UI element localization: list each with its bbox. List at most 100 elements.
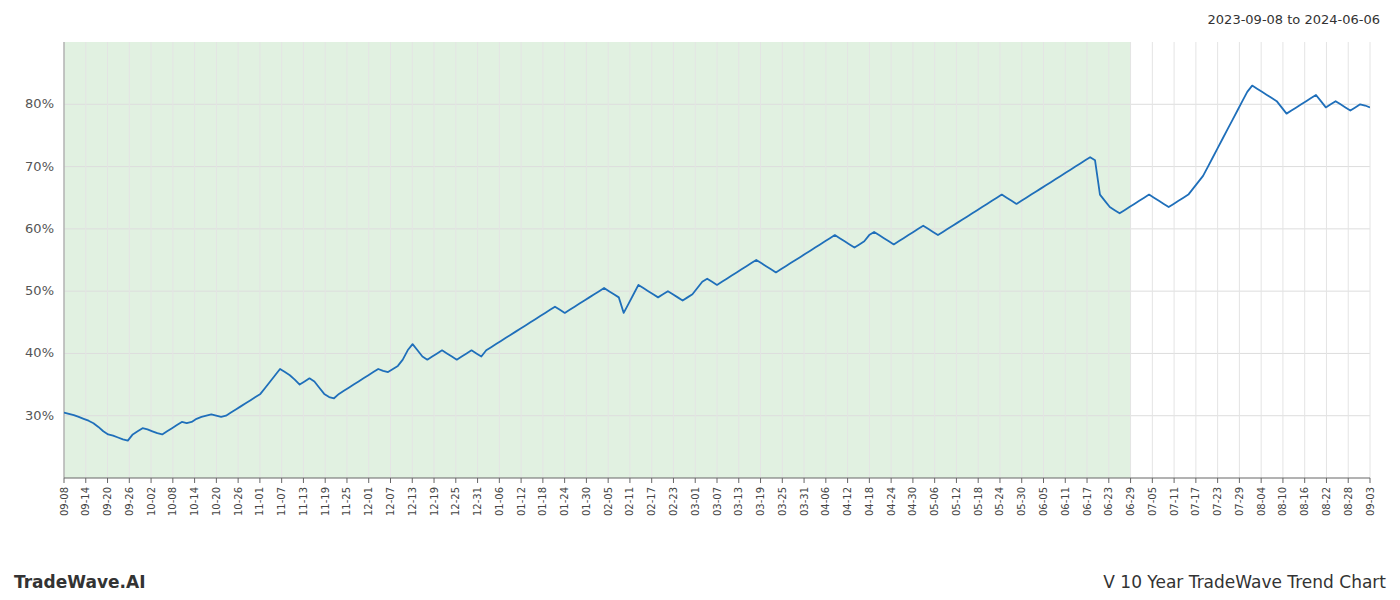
x-tick-mark bbox=[194, 478, 195, 483]
x-grid-line bbox=[216, 42, 217, 478]
y-tick-label: 50% bbox=[25, 283, 54, 298]
x-tick-label: 09-03 bbox=[1365, 487, 1376, 516]
x-tick-label: 12-31 bbox=[472, 487, 483, 516]
x-tick-label: 10-14 bbox=[189, 487, 200, 516]
x-grid-line bbox=[1087, 42, 1088, 478]
x-grid-line bbox=[325, 42, 326, 478]
x-tick-label: 07-29 bbox=[1234, 487, 1245, 516]
x-tick-label: 11-07 bbox=[276, 487, 287, 516]
x-tick-label: 07-17 bbox=[1190, 487, 1201, 516]
x-tick-mark bbox=[825, 478, 826, 483]
x-tick-mark bbox=[760, 478, 761, 483]
x-tick-mark bbox=[1282, 478, 1283, 483]
x-grid-line bbox=[129, 42, 130, 478]
x-tick-label: 11-13 bbox=[298, 487, 309, 516]
x-axis-line bbox=[64, 478, 1370, 479]
x-tick-label: 09-26 bbox=[124, 487, 135, 516]
x-tick-label: 07-23 bbox=[1212, 487, 1223, 516]
x-tick-mark bbox=[1174, 478, 1175, 483]
x-grid-line bbox=[847, 42, 848, 478]
x-grid-line bbox=[1152, 42, 1153, 478]
x-grid-line bbox=[891, 42, 892, 478]
x-tick-mark bbox=[891, 478, 892, 483]
x-tick-label: 06-11 bbox=[1060, 487, 1071, 516]
x-tick-label: 04-18 bbox=[864, 487, 875, 516]
chart-name-label: V 10 Year TradeWave Trend Chart bbox=[1103, 572, 1386, 592]
x-tick-mark bbox=[1108, 478, 1109, 483]
x-tick-mark bbox=[782, 478, 783, 483]
x-grid-line bbox=[542, 42, 543, 478]
x-tick-label: 01-06 bbox=[494, 487, 505, 516]
x-tick-mark bbox=[695, 478, 696, 483]
x-grid-line bbox=[1304, 42, 1305, 478]
x-tick-label: 06-29 bbox=[1125, 487, 1136, 516]
x-tick-label: 06-17 bbox=[1082, 487, 1093, 516]
x-tick-label: 08-04 bbox=[1256, 487, 1267, 516]
x-tick-mark bbox=[455, 478, 456, 483]
x-tick-mark bbox=[151, 478, 152, 483]
x-tick-mark bbox=[172, 478, 173, 483]
x-grid-line bbox=[1108, 42, 1109, 478]
x-tick-mark bbox=[1348, 478, 1349, 483]
x-tick-mark bbox=[281, 478, 282, 483]
x-tick-label: 04-24 bbox=[886, 487, 897, 516]
x-tick-mark bbox=[85, 478, 86, 483]
x-tick-mark bbox=[717, 478, 718, 483]
x-grid-line bbox=[238, 42, 239, 478]
x-tick-label: 04-06 bbox=[820, 487, 831, 516]
x-grid-line bbox=[1261, 42, 1262, 478]
y-tick-label: 60% bbox=[25, 221, 54, 236]
x-tick-mark bbox=[346, 478, 347, 483]
x-tick-label: 05-12 bbox=[951, 487, 962, 516]
x-tick-label: 05-18 bbox=[973, 487, 984, 516]
x-tick-label: 08-28 bbox=[1343, 487, 1354, 516]
x-grid-line bbox=[934, 42, 935, 478]
x-grid-line bbox=[564, 42, 565, 478]
x-grid-line bbox=[281, 42, 282, 478]
x-tick-mark bbox=[1326, 478, 1327, 483]
x-grid-line bbox=[85, 42, 86, 478]
x-tick-mark bbox=[1195, 478, 1196, 483]
x-tick-mark bbox=[978, 478, 979, 483]
x-tick-mark bbox=[804, 478, 805, 483]
x-tick-label: 03-07 bbox=[712, 487, 723, 516]
x-tick-mark bbox=[1239, 478, 1240, 483]
x-tick-mark bbox=[107, 478, 108, 483]
x-tick-mark bbox=[1152, 478, 1153, 483]
line-group bbox=[64, 86, 1370, 441]
x-tick-label: 10-02 bbox=[146, 487, 157, 516]
x-grid-line bbox=[978, 42, 979, 478]
x-tick-label: 04-12 bbox=[842, 487, 853, 516]
x-tick-label: 03-19 bbox=[755, 487, 766, 516]
x-grid-line bbox=[151, 42, 152, 478]
x-grid-line bbox=[1348, 42, 1349, 478]
trend-line bbox=[64, 86, 1370, 441]
x-tick-label: 04-30 bbox=[907, 487, 918, 516]
x-tick-label: 12-01 bbox=[363, 487, 374, 516]
x-grid-line bbox=[1065, 42, 1066, 478]
x-tick-mark bbox=[216, 478, 217, 483]
x-tick-label: 02-17 bbox=[646, 487, 657, 516]
x-tick-mark bbox=[1370, 478, 1371, 483]
x-tick-label: 11-19 bbox=[320, 487, 331, 516]
x-grid-line bbox=[999, 42, 1000, 478]
x-tick-mark bbox=[259, 478, 260, 483]
x-tick-mark bbox=[1087, 478, 1088, 483]
x-tick-mark bbox=[651, 478, 652, 483]
x-tick-mark bbox=[238, 478, 239, 483]
x-grid-line bbox=[477, 42, 478, 478]
x-grid-line bbox=[1130, 42, 1131, 478]
x-tick-mark bbox=[325, 478, 326, 483]
x-grid-line bbox=[651, 42, 652, 478]
x-grid-line bbox=[412, 42, 413, 478]
x-tick-label: 12-13 bbox=[407, 487, 418, 516]
x-tick-label: 06-05 bbox=[1038, 487, 1049, 516]
x-tick-mark bbox=[1217, 478, 1218, 483]
x-tick-label: 11-01 bbox=[254, 487, 265, 516]
shade-group bbox=[64, 42, 1131, 478]
x-tick-mark bbox=[368, 478, 369, 483]
x-tick-label: 02-11 bbox=[624, 487, 635, 516]
title: 2023-09-08 to 2024-06-06 bbox=[1208, 12, 1380, 27]
x-tick-mark bbox=[1304, 478, 1305, 483]
x-grid-line bbox=[499, 42, 500, 478]
